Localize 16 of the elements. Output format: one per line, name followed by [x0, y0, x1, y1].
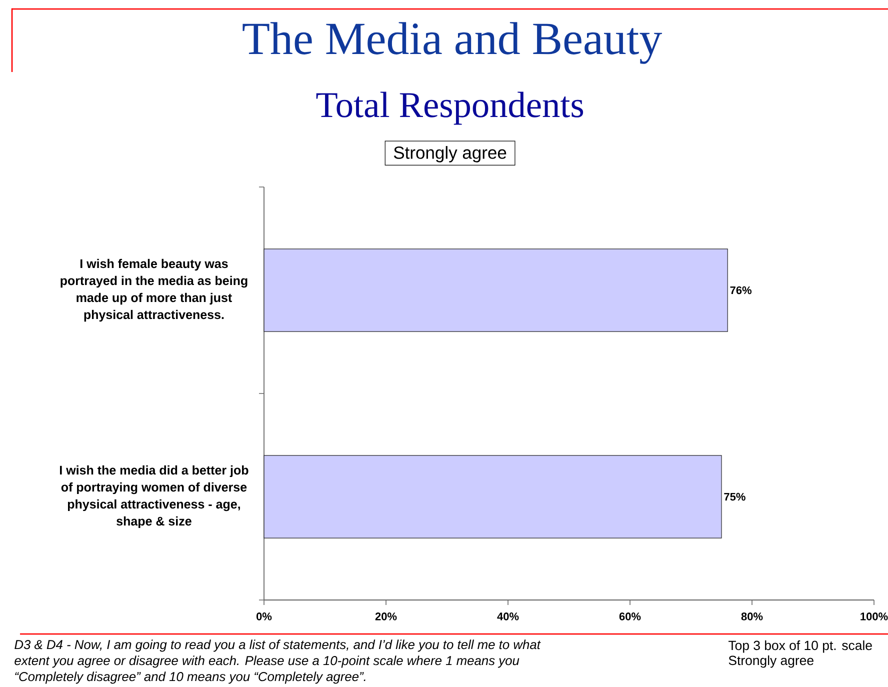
- chart-subtitle: Total Respondents: [316, 92, 584, 125]
- x-tick-label: 100%: [860, 612, 888, 620]
- data-label: 75%: [724, 492, 746, 501]
- x-tick-label: 0%: [256, 612, 272, 620]
- text: D3 & D4 - Now, I am going to read you a list of statements, and I’d like you to tell me to what extent you agree or disagree with each. Please use a 10-point scale where 1 means you “Completely disagree” and 10 means you “Completely agree”.: [14, 640, 541, 684]
- x-tick-label: 20%: [375, 612, 397, 620]
- x-tick-label: 40%: [497, 612, 519, 620]
- y-tick-label: I wish the media did a better job of portraying women of diverse physical attractiveness - age, shape & size: [60, 465, 248, 528]
- x-tick-label: 80%: [741, 612, 763, 620]
- data-label: 76%: [730, 286, 752, 294]
- text: Strongly agree: [728, 655, 814, 668]
- chart-title: The Media and Beauty: [242, 22, 662, 64]
- text: Top 3 box of 10 pt. scale: [728, 640, 872, 653]
- x-tick-label: 60%: [619, 612, 641, 620]
- text: Strongly agree: [394, 146, 506, 162]
- y-tick-label: I wish female beauty was portrayed in the media as being made up of more than just physical attractiveness.: [60, 258, 248, 322]
